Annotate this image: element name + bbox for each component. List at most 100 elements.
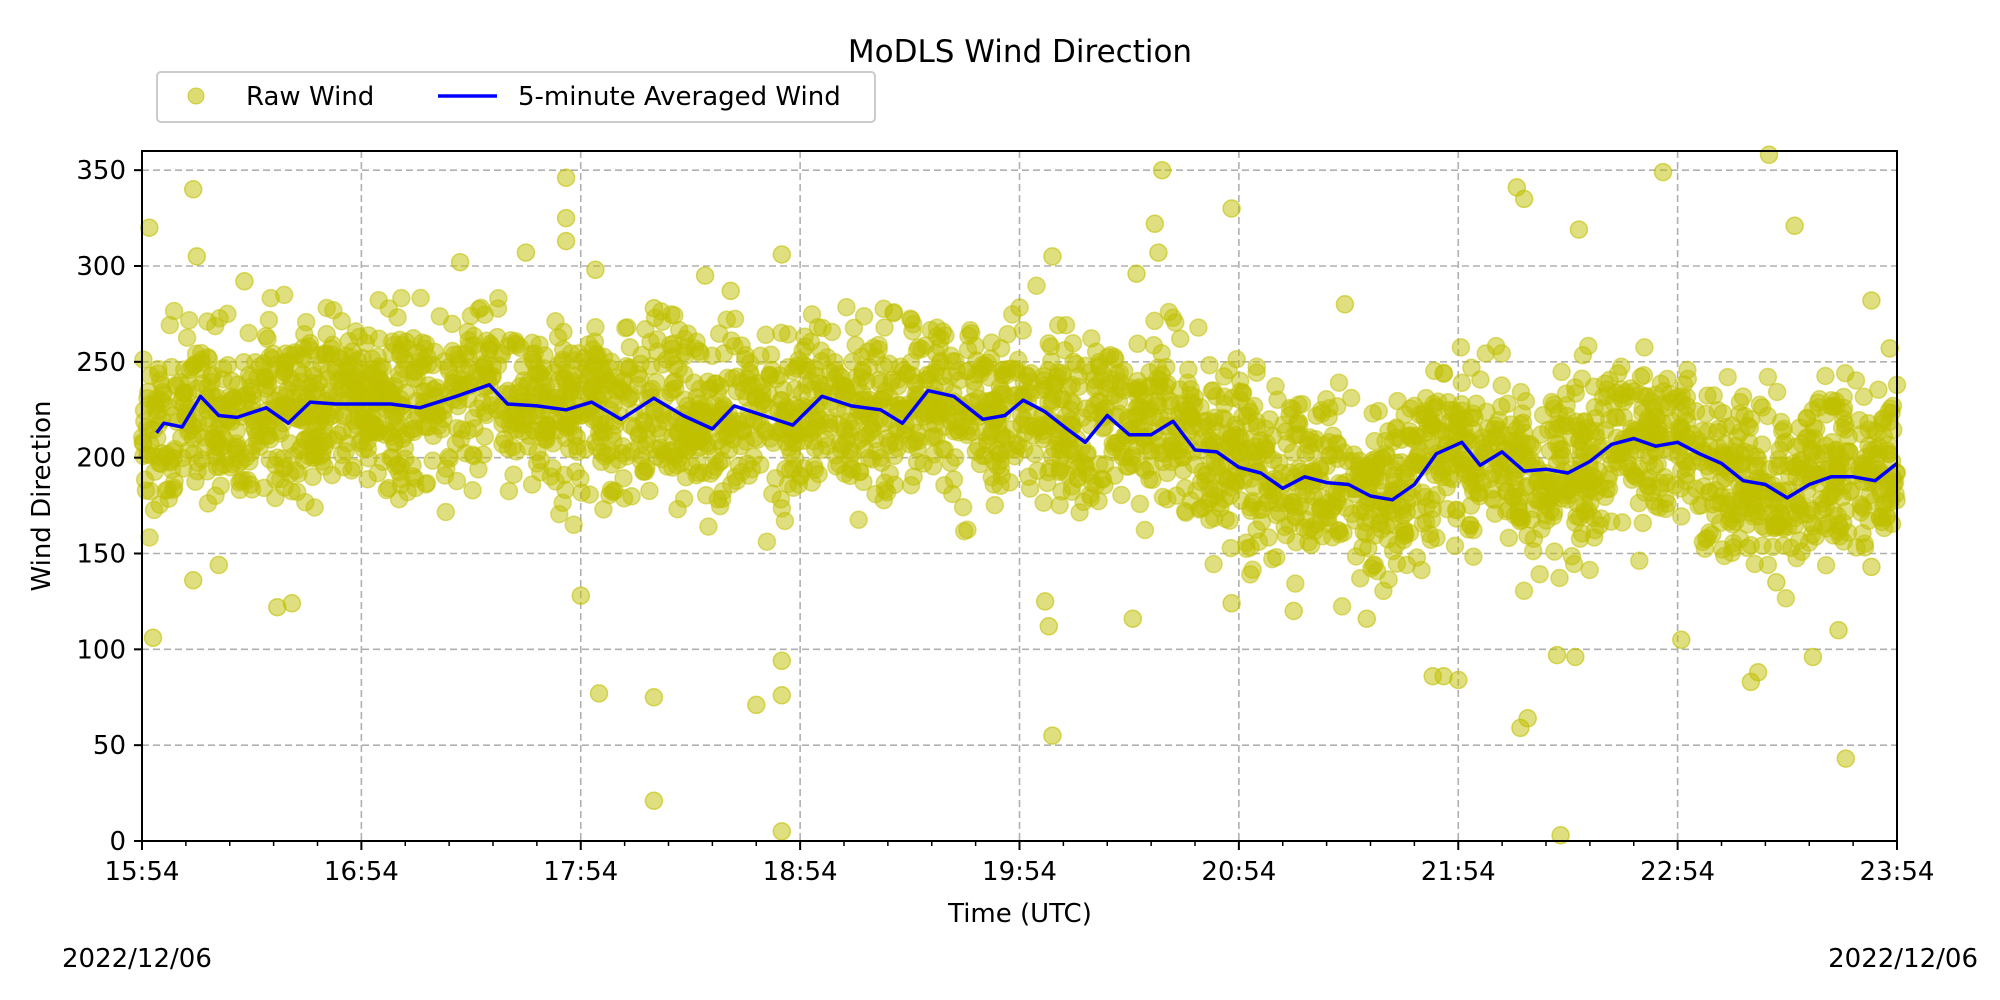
raw-wind-point [436, 502, 456, 522]
raw-wind-point [663, 427, 682, 447]
y-tick-label: 100 [76, 635, 126, 665]
raw-wind-point [1580, 560, 1599, 580]
raw-wind-outlier [772, 822, 792, 841]
raw-wind-outlier [1123, 609, 1143, 628]
raw-wind-point [388, 308, 407, 327]
raw-wind-outlier [644, 688, 664, 707]
raw-wind-point [1492, 344, 1512, 363]
raw-wind-outlier [183, 180, 203, 199]
raw-wind-point [553, 493, 572, 513]
raw-wind-point [1763, 537, 1783, 557]
raw-wind-point [1039, 334, 1058, 353]
raw-wind-point [1708, 438, 1728, 457]
raw-wind-point [198, 312, 217, 331]
raw-wind-point [1395, 405, 1414, 424]
raw-wind-point [1635, 483, 1655, 502]
raw-wind-point [1010, 298, 1029, 317]
raw-wind-point [1570, 507, 1590, 527]
raw-wind-point [1550, 568, 1569, 588]
raw-wind-point [366, 416, 385, 436]
raw-wind-outlier [556, 168, 576, 188]
raw-wind-point [1112, 485, 1131, 505]
raw-wind-outlier [1767, 573, 1786, 592]
raw-wind-point [1018, 383, 1037, 402]
raw-wind-outlier [1222, 594, 1241, 613]
raw-wind-point [1089, 355, 1109, 375]
raw-wind-point [1379, 570, 1398, 589]
raw-wind-outlier [1829, 620, 1848, 640]
raw-wind-point [1243, 560, 1262, 579]
raw-wind-point [239, 323, 258, 343]
raw-wind-point [1816, 555, 1836, 575]
raw-wind-point [572, 483, 591, 502]
raw-wind-point [260, 450, 279, 469]
raw-wind-point [1148, 369, 1167, 388]
raw-wind-point [1025, 444, 1044, 464]
raw-wind-outlier [1748, 663, 1768, 682]
raw-wind-point [690, 342, 709, 361]
raw-wind-outlier [450, 252, 470, 272]
legend-raw-wind-marker [187, 87, 205, 105]
raw-wind-point [941, 346, 961, 365]
raw-wind-point [933, 439, 952, 459]
raw-wind-point [1708, 493, 1728, 513]
raw-wind-point [1795, 459, 1814, 479]
raw-wind-point [1492, 376, 1511, 395]
raw-wind-point [684, 373, 704, 393]
raw-wind-point [665, 306, 684, 325]
raw-wind-point [1606, 407, 1625, 427]
raw-wind-outlier [209, 555, 229, 575]
raw-wind-outlier [1127, 264, 1146, 283]
y-tick-label: 350 [76, 156, 126, 186]
raw-wind-point [1049, 315, 1068, 335]
raw-wind-point [1307, 406, 1326, 425]
raw-wind-point [676, 467, 696, 487]
raw-wind-point [1499, 528, 1519, 548]
raw-wind-point [1544, 395, 1564, 414]
raw-wind-point [1772, 421, 1792, 441]
raw-wind-point [722, 331, 741, 350]
raw-wind-point [1000, 473, 1020, 492]
y-tick-label: 300 [76, 252, 126, 282]
raw-wind-point [324, 301, 343, 320]
raw-wind-point [1145, 311, 1164, 331]
raw-wind-point [1572, 369, 1592, 388]
raw-wind-point [553, 340, 573, 359]
x-tick-label: 22:54 [1640, 857, 1715, 887]
raw-wind-point [1286, 532, 1306, 552]
raw-wind-point [756, 325, 776, 345]
raw-wind-point [258, 329, 277, 349]
raw-wind-point [261, 288, 280, 308]
raw-wind-point [901, 475, 921, 495]
raw-wind-point [1311, 498, 1330, 518]
raw-wind-point [1276, 422, 1295, 441]
raw-wind-point [1503, 468, 1523, 487]
raw-wind-point [1427, 485, 1447, 505]
raw-wind-point [1869, 380, 1888, 399]
raw-wind-point [1825, 479, 1845, 498]
raw-wind-point [646, 439, 666, 459]
raw-wind-point [954, 521, 974, 541]
raw-wind-point [1635, 338, 1654, 357]
raw-wind-point [369, 329, 389, 349]
raw-wind-point [594, 500, 613, 519]
raw-wind-point [1215, 410, 1235, 429]
raw-wind-outlier [140, 218, 159, 237]
raw-wind-point [1128, 371, 1148, 391]
raw-wind-point [1733, 387, 1753, 406]
raw-wind-point [985, 495, 1005, 515]
raw-wind-point [361, 384, 380, 404]
raw-wind-outlier [721, 281, 740, 301]
raw-wind-point [206, 486, 225, 506]
raw-wind-point [1598, 470, 1618, 490]
raw-wind-outlier [644, 791, 664, 811]
raw-wind-point [1121, 448, 1141, 467]
raw-wind-point [614, 468, 633, 488]
raw-wind-point [1416, 512, 1436, 532]
raw-wind-point [1567, 412, 1586, 432]
raw-wind-point [901, 309, 920, 329]
raw-wind-point [1483, 489, 1502, 509]
raw-wind-point [520, 426, 539, 445]
raw-wind-point [1810, 389, 1829, 409]
raw-wind-point [489, 289, 508, 308]
